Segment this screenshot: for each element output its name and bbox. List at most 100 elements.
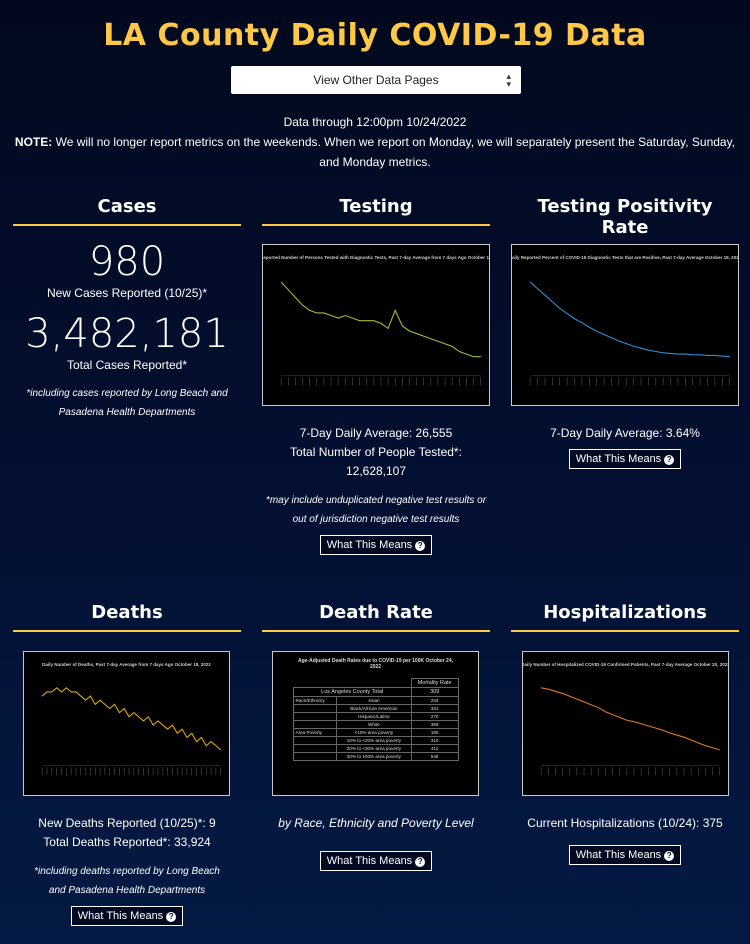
row-value: 548: [410, 752, 459, 761]
data-point: [430, 338, 432, 339]
row-group: [292, 712, 337, 721]
chart-title: Daily Number of Hospitalized COVID-19 Co…: [523, 662, 728, 667]
positivity-section: Testing Positivity Rate: [511, 196, 739, 247]
data-point: [51, 691, 53, 693]
positivity-what-this-means-button[interactable]: What This Means?: [568, 449, 682, 469]
death-rate-button-label: What This Means: [326, 855, 413, 867]
deaths-section: Deaths: [13, 602, 241, 632]
data-point: [366, 320, 367, 321]
data-point: [719, 749, 720, 751]
data-point: [670, 353, 671, 354]
data-point: [215, 745, 217, 747]
row-value: 310: [410, 736, 459, 745]
chart-title: Daily Number of Deaths, Past 7-day Avera…: [42, 662, 211, 667]
data-point: [559, 307, 561, 309]
testing-footnote: *may include unduplicated negative test …: [265, 495, 487, 525]
data-point: [722, 355, 723, 357]
data-point: [677, 353, 679, 355]
hosp-chart[interactable]: Daily Number of Hospitalized COVID-19 Co…: [522, 651, 729, 796]
data-point: [480, 356, 481, 358]
hosp-stats: Current Hospitalizations (10/24): 375 Wh…: [511, 814, 739, 865]
data-point: [705, 745, 706, 746]
death-rate-row: 30% to 100% area poverty 548: [292, 752, 459, 761]
row-group: [292, 720, 337, 729]
data-point: [437, 340, 439, 342]
update-notes: Data through 12:00pm 10/24/2022 NOTE: We…: [10, 112, 740, 172]
data-point: [352, 317, 353, 319]
select-arrows-icon: ▴ ▾: [506, 71, 511, 89]
data-point: [626, 719, 628, 721]
death-rate-row: Area Poverty <10% area poverty 180: [292, 728, 459, 737]
data-point: [220, 749, 221, 751]
data-point: [345, 315, 346, 316]
data-point: [85, 699, 86, 701]
data-point: [625, 343, 627, 344]
data-point: [316, 312, 318, 314]
data-point: [157, 720, 159, 722]
data-point: [655, 351, 657, 352]
data-point: [548, 688, 549, 690]
data-point: [633, 721, 635, 722]
data-point: [337, 317, 339, 319]
data-point: [167, 728, 168, 730]
data-point: [359, 320, 360, 321]
data-point: [394, 310, 396, 311]
row-group: [292, 704, 337, 713]
data-point: [581, 322, 583, 323]
data-point: [138, 716, 139, 718]
data-point: [186, 737, 188, 738]
data-through-text: Data through 12:00pm 10/24/2022: [283, 115, 467, 129]
data-point: [148, 716, 149, 718]
deaths-what-this-means-button[interactable]: What This Means?: [70, 906, 184, 926]
data-point: [603, 334, 605, 335]
positivity-chart[interactable]: Daily Reported Percent of COVID-19 Diagn…: [511, 244, 739, 406]
deaths-button-label: What This Means: [77, 910, 164, 922]
data-point: [451, 346, 453, 347]
row-label: 10% to <20% area poverty: [335, 736, 412, 745]
testing-chart[interactable]: Daily Reported Number of Persons Tested …: [262, 244, 490, 406]
new-cases-value: 980: [88, 239, 166, 285]
data-point: [109, 708, 111, 709]
positivity-title: Testing Positivity Rate: [511, 196, 739, 247]
data-point: [690, 739, 692, 741]
deaths-chart[interactable]: Daily Number of Deaths, Past 7-day Avera…: [23, 651, 230, 796]
deaths-title: Deaths: [13, 602, 241, 632]
row-value: 180: [410, 728, 459, 737]
data-point: [540, 687, 542, 689]
death-rate-table: Mortality Rate Los Angeles County Total …: [292, 678, 459, 761]
row-label: <10% area poverty: [335, 728, 412, 737]
data-point: [473, 356, 474, 358]
data-point: [685, 353, 686, 355]
data-point: [598, 707, 599, 708]
data-point: [466, 353, 467, 355]
row-value: 233: [410, 696, 459, 705]
row-label: White: [335, 720, 412, 729]
data-point: [590, 704, 592, 706]
row-group: Race/Ethnicity: [292, 696, 337, 705]
data-point: [640, 347, 642, 349]
data-point: [640, 723, 642, 725]
data-point: [288, 289, 289, 291]
data-pages-select[interactable]: View Other Data Pages ▴ ▾: [231, 66, 521, 94]
testing-what-this-means-button[interactable]: What This Means?: [319, 535, 433, 555]
death-rate-row: Race/Ethnicity Asian 233: [292, 696, 459, 705]
series-line: [280, 281, 481, 358]
cases-footnote: *including cases reported by Long Beach …: [26, 388, 228, 418]
hosp-title: Hospitalizations: [511, 602, 739, 632]
data-point: [90, 695, 91, 697]
death-rate-table-image[interactable]: Age-Adjusted Death Rates due to COVID-19…: [272, 651, 479, 796]
data-point: [373, 320, 375, 321]
row-value: 331: [410, 704, 459, 713]
death-rate-what-this-means-button[interactable]: What This Means?: [319, 851, 433, 871]
data-point: [205, 745, 207, 747]
death-rate-table-title: Age-Adjusted Death Rates due to COVID-19…: [297, 658, 454, 670]
data-point: [309, 310, 310, 311]
data-point: [119, 712, 120, 713]
row-group: [292, 736, 337, 745]
data-point: [662, 729, 663, 731]
data-point: [143, 720, 144, 722]
hosp-what-this-means-button[interactable]: What This Means?: [568, 845, 682, 865]
help-icon: ?: [415, 541, 426, 551]
series-line: [41, 687, 222, 751]
data-point: [201, 737, 202, 738]
